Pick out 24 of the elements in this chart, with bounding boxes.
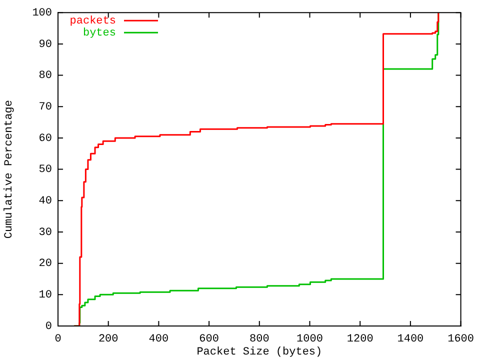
x-tick-label: 0 <box>54 334 62 346</box>
x-tick-label: 1400 <box>397 334 424 346</box>
y-tick-label: 80 <box>38 70 52 82</box>
y-tick-label: 90 <box>38 38 52 51</box>
y-tick-label: 70 <box>38 102 52 114</box>
x-tick-label: 200 <box>98 334 118 346</box>
x-axis-title: Packet Size (bytes) <box>196 346 322 358</box>
y-tick-label: 20 <box>38 258 52 270</box>
y-tick-label: 30 <box>38 226 52 239</box>
x-tick-label: 400 <box>148 334 169 346</box>
y-tick-label: 60 <box>38 132 52 145</box>
y-tick-label: 0 <box>45 320 52 333</box>
y-tick-label: 10 <box>38 290 52 302</box>
x-tick-label: 1600 <box>448 334 474 346</box>
y-tick-label: 50 <box>38 164 52 176</box>
y-tick-label: 100 <box>32 8 52 20</box>
y-axis-title: Cumulative Percentage <box>4 100 16 239</box>
x-tick-label: 600 <box>199 334 219 346</box>
x-tick-label: 1000 <box>296 334 323 346</box>
legend-label: packets <box>70 16 116 28</box>
legend-label: bytes <box>82 28 116 40</box>
x-tick-label: 800 <box>249 334 270 346</box>
y-tick-label: 40 <box>38 196 52 208</box>
x-tick-label: 1200 <box>346 334 374 346</box>
